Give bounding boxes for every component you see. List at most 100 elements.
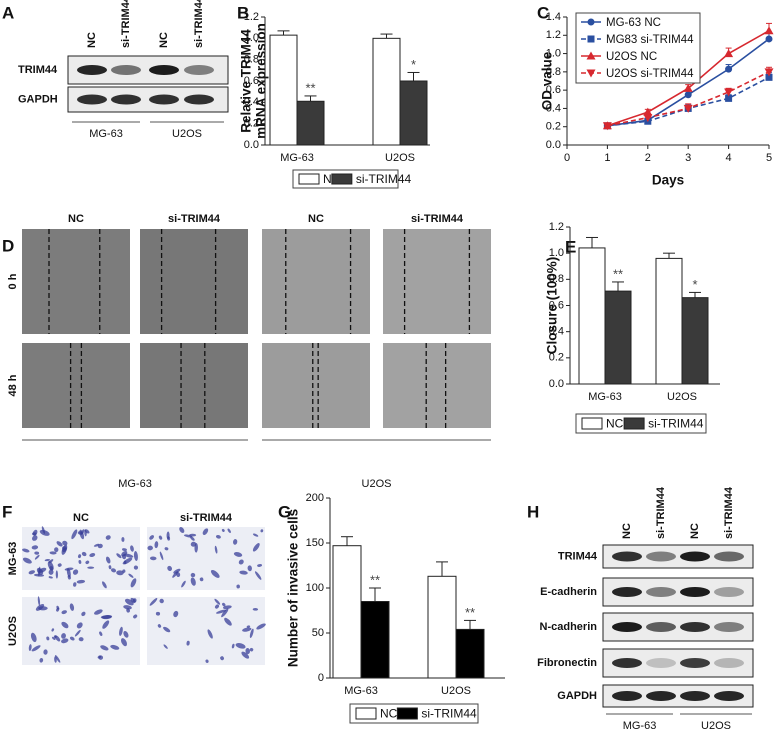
row-label: N-cadherin xyxy=(540,621,598,633)
significance: * xyxy=(411,57,416,72)
bar xyxy=(372,37,401,146)
cell xyxy=(48,576,53,579)
cell xyxy=(51,628,55,632)
cell xyxy=(98,655,104,660)
cell xyxy=(67,575,71,580)
cell xyxy=(149,556,157,561)
cell xyxy=(123,605,132,610)
cell xyxy=(44,558,51,562)
cell xyxy=(133,565,139,570)
bar xyxy=(681,297,709,385)
cell xyxy=(36,567,44,575)
blot-band xyxy=(714,658,744,668)
y-axis-label: OD value xyxy=(540,51,555,110)
cell xyxy=(242,627,252,632)
legend-swatch xyxy=(298,173,320,185)
group-label: MG-63 xyxy=(89,128,123,140)
cell xyxy=(186,640,190,646)
data-point xyxy=(643,114,653,123)
cell xyxy=(38,606,48,611)
cell xyxy=(31,535,38,541)
cell xyxy=(110,568,117,573)
cell xyxy=(181,580,186,588)
data-point xyxy=(725,94,733,102)
column-label: NC xyxy=(68,213,84,225)
x-tick-label: U2OS xyxy=(385,152,415,164)
blot-band xyxy=(714,691,744,701)
y-tick-label: 200 xyxy=(306,492,324,504)
blot-band xyxy=(612,691,642,701)
column-label: NC xyxy=(73,512,89,524)
y-tick-label: 0.6 xyxy=(549,299,564,311)
cell xyxy=(247,565,252,572)
y-tick-label: 0.6 xyxy=(244,75,259,87)
cell xyxy=(22,557,32,564)
cell xyxy=(238,559,244,565)
column-label: si-TRIM44 xyxy=(180,512,233,524)
blot-band xyxy=(612,551,642,562)
blot-band xyxy=(77,94,107,105)
blot-band xyxy=(646,587,676,597)
blot-band xyxy=(714,622,744,632)
cell xyxy=(61,638,69,644)
blot-band xyxy=(680,622,710,632)
significance: * xyxy=(692,277,697,292)
cell xyxy=(93,543,100,547)
cell xyxy=(214,598,221,605)
legend-label: MG83 si-TRIM44 xyxy=(606,34,694,46)
blot-band xyxy=(680,691,710,701)
significance: ** xyxy=(370,572,380,587)
micrograph xyxy=(140,343,248,428)
data-point xyxy=(765,73,773,81)
micrograph xyxy=(140,229,248,334)
blot-band xyxy=(612,587,642,597)
lane-label: NC xyxy=(689,523,701,539)
blot-band xyxy=(111,65,141,75)
cell xyxy=(236,584,240,589)
cell xyxy=(123,560,127,565)
legend-swatch xyxy=(623,417,645,430)
cell xyxy=(123,553,134,558)
row-label: U2OS xyxy=(7,616,19,646)
panel-letter: E xyxy=(565,237,576,256)
lane-label: si-TRIM44 xyxy=(723,486,735,539)
cell xyxy=(55,570,58,579)
legend-label: NC xyxy=(606,417,624,431)
panel-letter: F xyxy=(2,502,12,521)
lane-label: si-TRIM44 xyxy=(655,486,667,539)
cell xyxy=(99,631,103,637)
y-tick-label: 0.8 xyxy=(244,54,259,66)
y-tick-label: 0.2 xyxy=(546,121,561,133)
legend-label: si-TRIM44 xyxy=(356,172,412,186)
row-label: E-cadherin xyxy=(540,586,597,598)
y-tick-label: 1.2 xyxy=(244,11,259,23)
significance: ** xyxy=(305,80,315,95)
panel-letter: C xyxy=(537,3,549,22)
y-tick-label: 100 xyxy=(306,582,324,594)
cell xyxy=(84,529,87,537)
cell xyxy=(249,628,254,638)
cell xyxy=(205,659,209,663)
y-tick-label: 1.0 xyxy=(244,32,259,44)
data-point xyxy=(724,49,734,58)
cell xyxy=(252,543,260,552)
cell xyxy=(199,577,204,582)
legend-swatch xyxy=(331,173,353,185)
cell xyxy=(30,632,37,643)
blot-band xyxy=(646,551,676,562)
cell xyxy=(122,548,127,552)
cell xyxy=(214,545,218,554)
y-tick-label: 0.4 xyxy=(244,96,259,108)
blot-strip xyxy=(602,544,754,569)
legend-label: U2OS NC xyxy=(606,51,657,63)
blot-band xyxy=(149,94,179,105)
y-tick-label: 0 xyxy=(318,672,324,684)
lane-label: NC xyxy=(158,32,170,48)
cell xyxy=(173,610,179,618)
y-tick-label: 0.0 xyxy=(549,378,564,390)
cell xyxy=(149,598,158,606)
cell xyxy=(227,528,231,533)
y-axis-label: Number of invasive cells xyxy=(286,509,301,667)
blot-band xyxy=(612,622,642,632)
y-tick-label: 0.8 xyxy=(549,273,564,285)
